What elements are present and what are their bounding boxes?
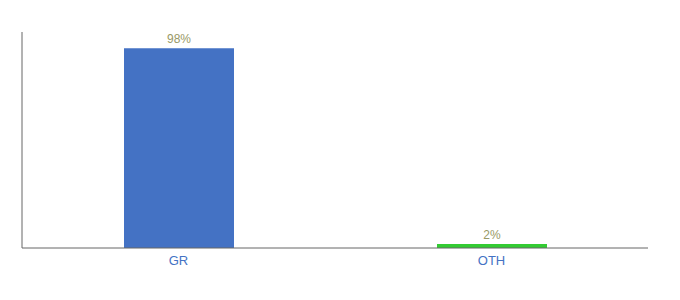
svg-text:GR: GR [169, 253, 189, 268]
svg-text:2%: 2% [483, 228, 501, 242]
svg-text:98%: 98% [167, 32, 191, 46]
svg-text:OTH: OTH [478, 253, 505, 268]
